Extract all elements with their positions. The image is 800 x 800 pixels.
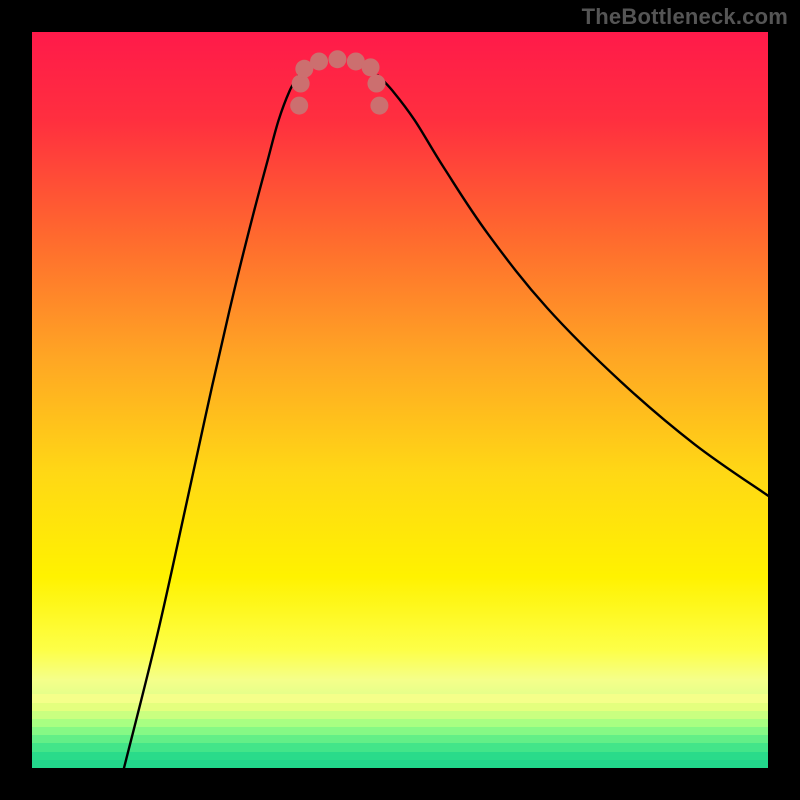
bottleneck-curve [32,32,768,768]
watermark-text: TheBottleneck.com [582,4,788,30]
valley-marker [328,50,346,68]
valley-marker [362,58,380,76]
valley-marker [310,52,328,70]
valley-marker [290,97,308,115]
curve-left-branch [124,75,298,768]
plot-area [32,32,768,768]
valley-marker [367,75,385,93]
chart-frame: TheBottleneck.com [0,0,800,800]
valley-marker [370,97,388,115]
curve-right-branch [378,75,768,495]
